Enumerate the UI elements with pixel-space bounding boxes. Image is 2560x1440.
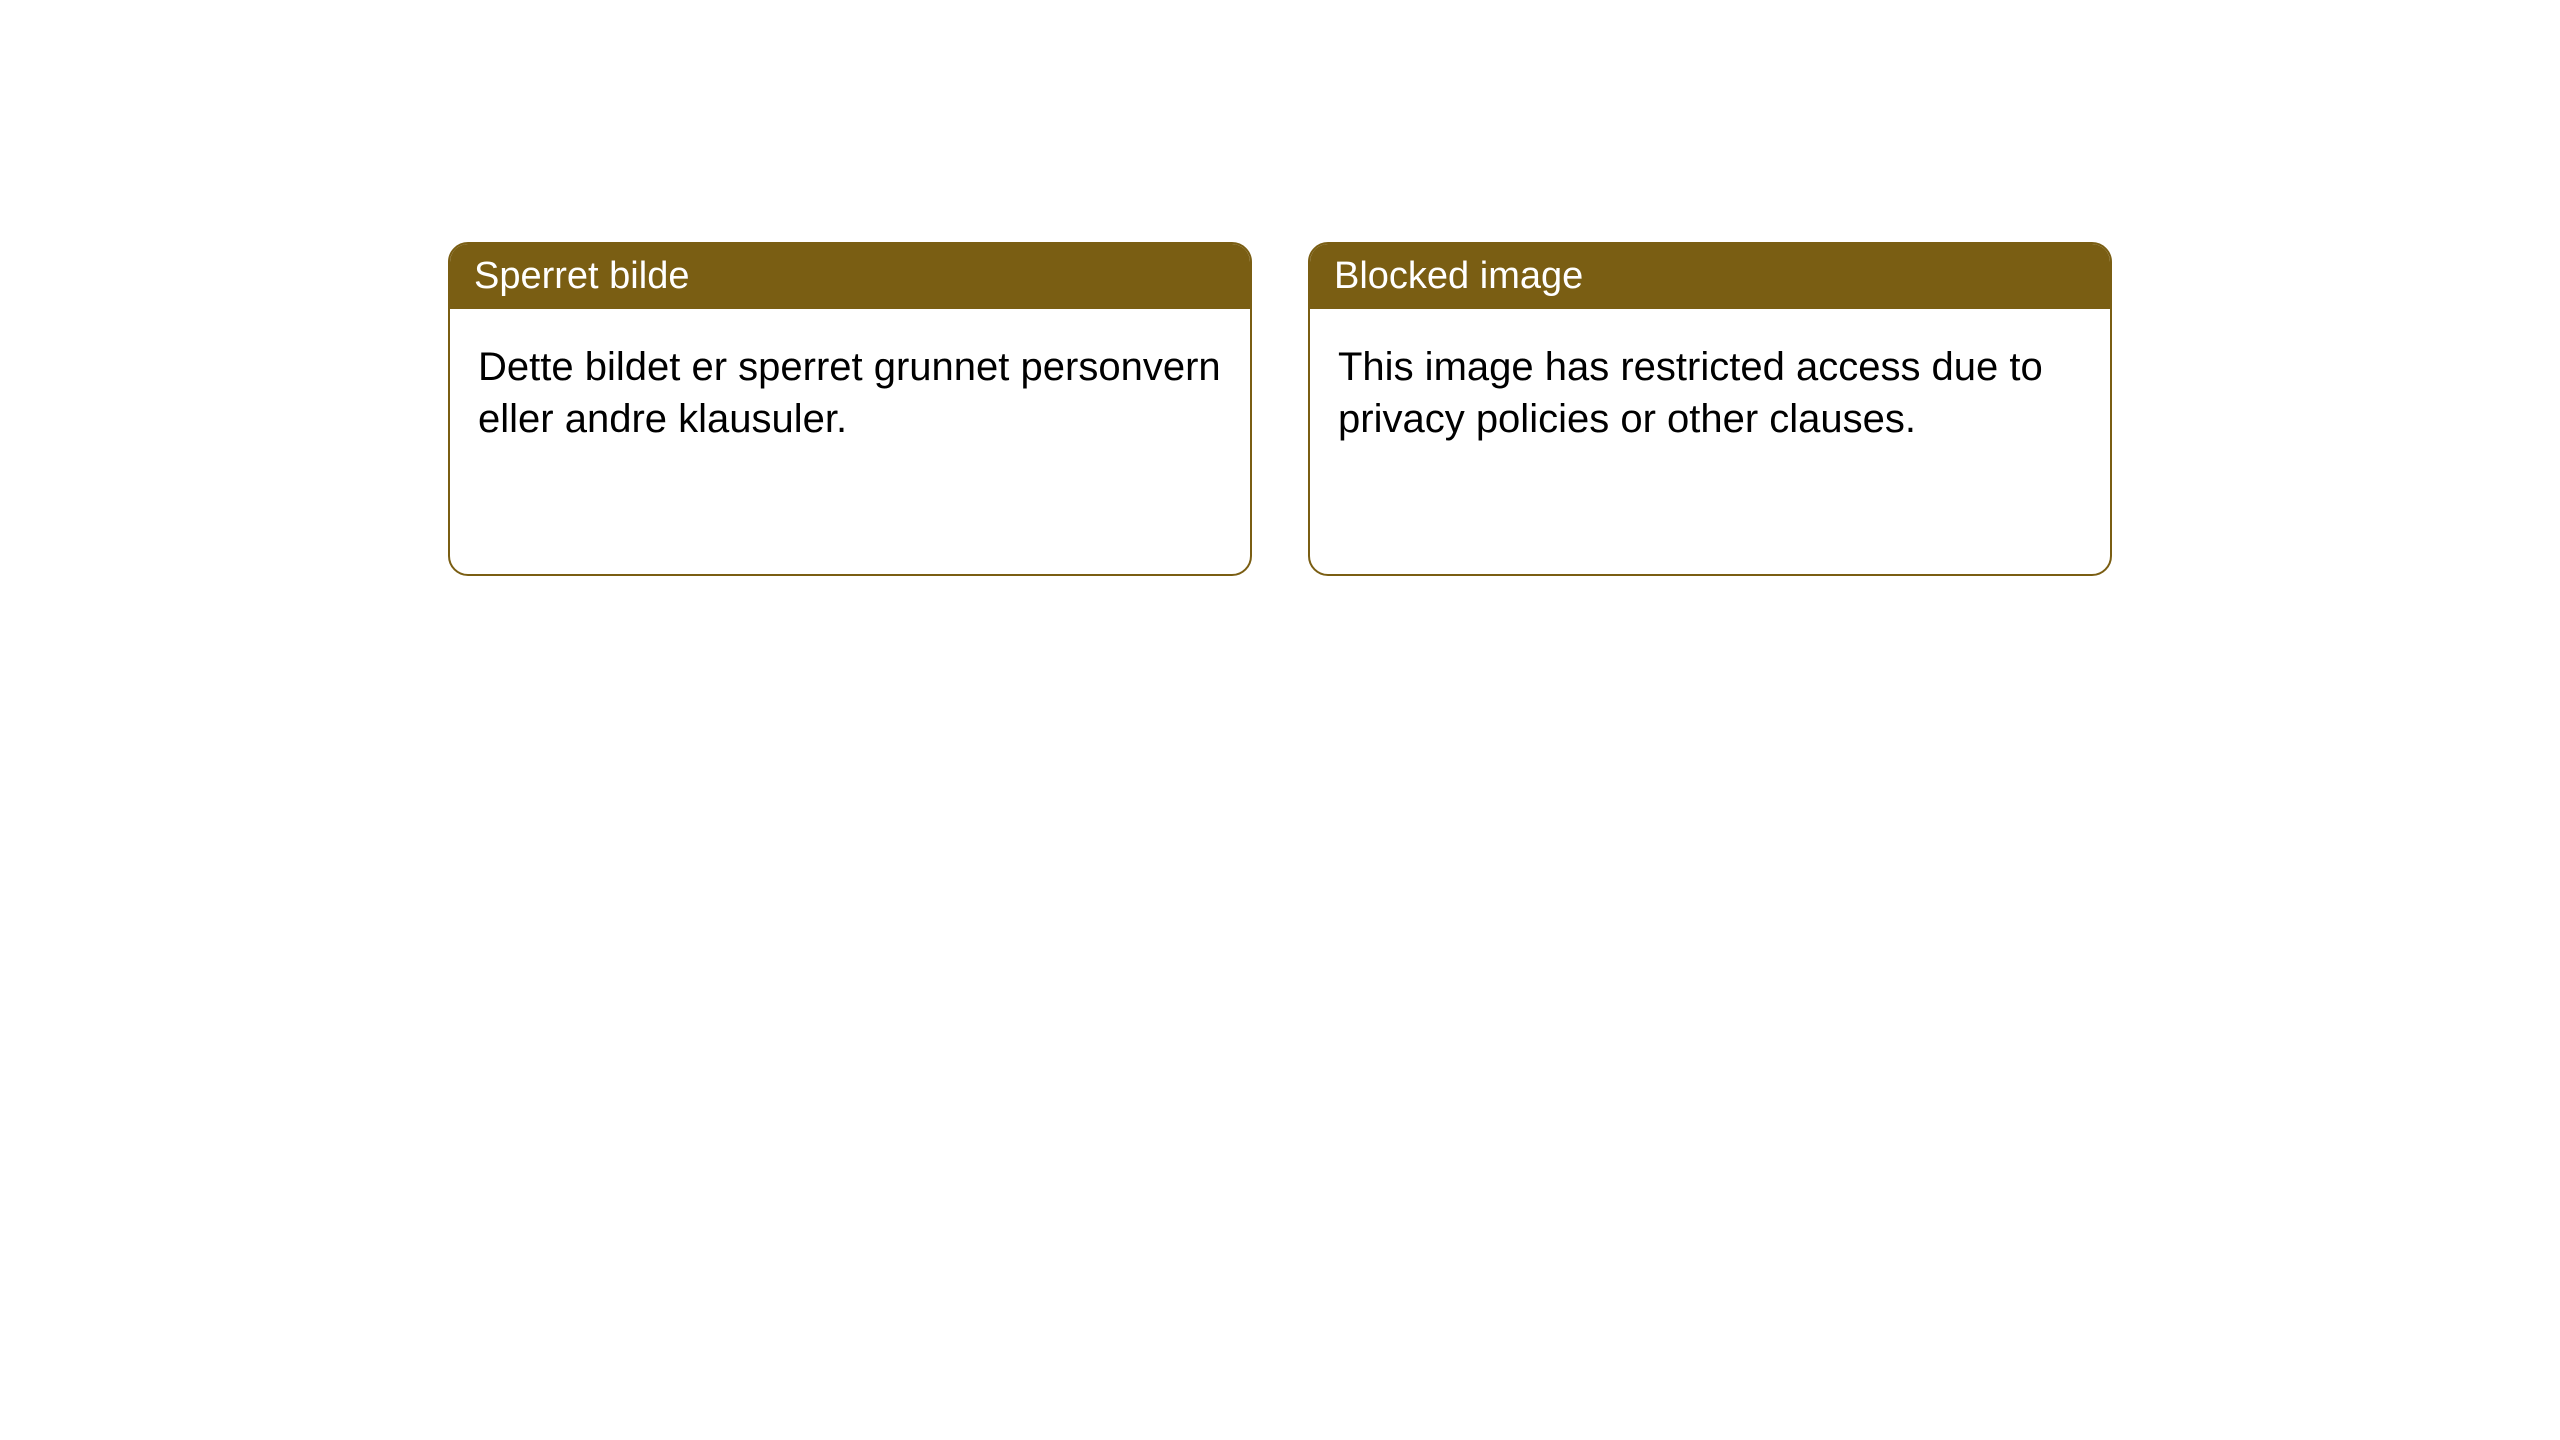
notice-body-norwegian: Dette bildet er sperret grunnet personve… bbox=[450, 309, 1250, 477]
notices-container: Sperret bilde Dette bildet er sperret gr… bbox=[0, 0, 2560, 576]
notice-box-norwegian: Sperret bilde Dette bildet er sperret gr… bbox=[448, 242, 1252, 576]
notice-header-english: Blocked image bbox=[1310, 244, 2110, 309]
notice-body-english: This image has restricted access due to … bbox=[1310, 309, 2110, 477]
notice-header-norwegian: Sperret bilde bbox=[450, 244, 1250, 309]
notice-box-english: Blocked image This image has restricted … bbox=[1308, 242, 2112, 576]
